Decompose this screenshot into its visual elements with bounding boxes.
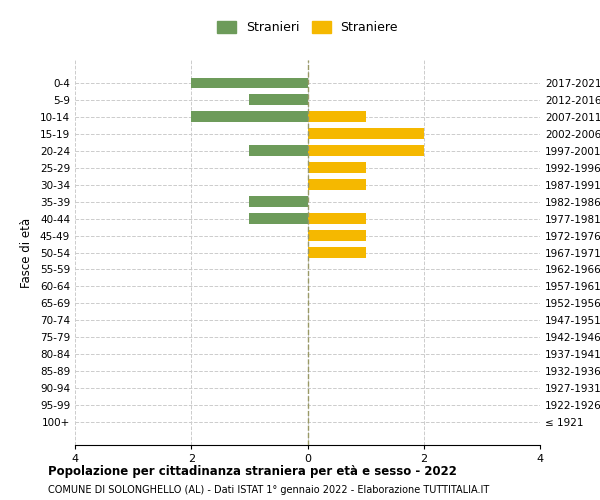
Bar xyxy=(191,78,308,88)
Bar xyxy=(250,196,308,206)
Bar xyxy=(308,112,365,122)
Bar xyxy=(308,214,365,224)
Legend: Stranieri, Straniere: Stranieri, Straniere xyxy=(212,16,403,39)
Bar xyxy=(308,162,365,172)
Text: COMUNE DI SOLONGHELLO (AL) - Dati ISTAT 1° gennaio 2022 - Elaborazione TUTTITALI: COMUNE DI SOLONGHELLO (AL) - Dati ISTAT … xyxy=(48,485,489,495)
Y-axis label: Fasce di età: Fasce di età xyxy=(20,218,33,288)
Bar xyxy=(308,230,365,240)
Bar xyxy=(250,94,308,104)
Bar xyxy=(308,146,424,156)
Bar xyxy=(191,112,308,122)
Bar xyxy=(250,146,308,156)
Bar xyxy=(250,214,308,224)
Bar xyxy=(308,180,365,190)
Text: Popolazione per cittadinanza straniera per età e sesso - 2022: Popolazione per cittadinanza straniera p… xyxy=(48,465,457,478)
Bar xyxy=(308,128,424,138)
Bar xyxy=(308,248,365,258)
